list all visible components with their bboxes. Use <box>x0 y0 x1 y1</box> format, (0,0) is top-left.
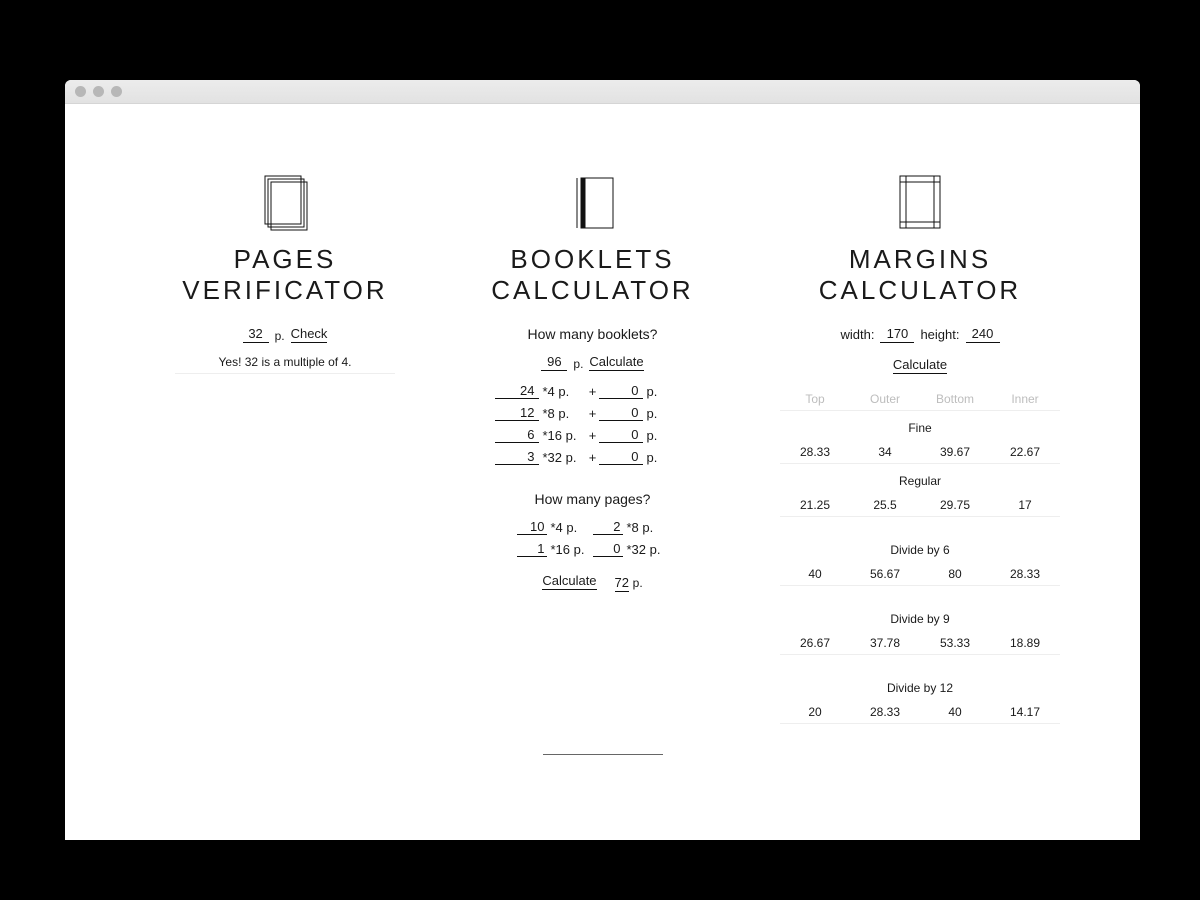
pages-n8-input[interactable]: 2 <box>593 519 623 535</box>
pages-check-button[interactable]: Check <box>291 326 328 343</box>
traffic-light-close[interactable] <box>75 86 86 97</box>
margins-title: MARGINS CALCULATOR <box>770 244 1070 306</box>
margins-width-label: width: <box>840 327 874 342</box>
margins-group-div9-row: 26.6737.7853.3318.89 <box>780 632 1060 655</box>
margins-icon <box>892 170 948 234</box>
booklets-row-32p: 3*32 p. + 0p. <box>443 449 743 465</box>
margins-group-fine-label: Fine <box>780 421 1060 435</box>
traffic-light-zoom[interactable] <box>111 86 122 97</box>
pages-calculate-button[interactable]: Calculate <box>542 573 596 590</box>
browser-window: PAGES VERIFICATOR 32 p. Check Yes! 32 is… <box>65 80 1140 840</box>
margins-table: Top Outer Bottom Inner Fine 28.333439.67… <box>780 388 1060 724</box>
booklets-row-16p: 6*16 p. + 0p. <box>443 427 743 443</box>
window-titlebar <box>65 80 1140 104</box>
booklets-calculator-panel: BOOKLETS CALCULATOR How many booklets? 9… <box>443 164 743 724</box>
pages-n32-input[interactable]: 0 <box>593 541 623 557</box>
margins-height-input[interactable]: 240 <box>966 326 1000 343</box>
pages-total-output: 72 <box>615 575 629 592</box>
margins-group-regular-label: Regular <box>780 474 1060 488</box>
pages-result: Yes! 32 is a multiple of 4. <box>175 351 395 374</box>
margins-group-regular-row: 21.2525.529.7517 <box>780 494 1060 517</box>
booklets-row-4p: 24*4 p. + 0p. <box>443 383 743 399</box>
page-content: PAGES VERIFICATOR 32 p. Check Yes! 32 is… <box>65 104 1140 724</box>
margins-width-input[interactable]: 170 <box>880 326 914 343</box>
margins-table-header: Top Outer Bottom Inner <box>780 388 1060 411</box>
margins-group-fine-row: 28.333439.6722.67 <box>780 441 1060 464</box>
margins-calculator-panel: MARGINS CALCULATOR width: 170 height: 24… <box>770 164 1070 724</box>
margins-group-div6-row: 4056.678028.33 <box>780 563 1060 586</box>
pages-verificator-panel: PAGES VERIFICATOR 32 p. Check Yes! 32 is… <box>155 164 415 724</box>
booklets-breakdown: 24*4 p. + 0p. 12*8 p. + 0p. 6*16 p. + 0p… <box>443 383 743 465</box>
booklet-icon <box>563 170 623 234</box>
margins-group-div12-label: Divide by 12 <box>780 681 1060 695</box>
margins-height-label: height: <box>920 327 959 342</box>
pages-title: PAGES VERIFICATOR <box>155 244 415 306</box>
traffic-light-minimize[interactable] <box>93 86 104 97</box>
pages-suffix: p. <box>275 329 285 343</box>
pages-n4-input[interactable]: 10 <box>517 519 547 535</box>
margins-group-div6-label: Divide by 6 <box>780 543 1060 557</box>
margins-calculate-button[interactable]: Calculate <box>893 357 947 374</box>
pages-stack-icon <box>255 170 315 234</box>
margins-group-div9-label: Divide by 9 <box>780 612 1060 626</box>
booklets-calculate-button[interactable]: Calculate <box>589 354 643 371</box>
booklets-question-2: How many pages? <box>443 491 743 507</box>
booklets-suffix: p. <box>573 357 583 371</box>
margins-group-div12-row: 2028.334014.17 <box>780 701 1060 724</box>
booklets-row-8p: 12*8 p. + 0p. <box>443 405 743 421</box>
pages-n16-input[interactable]: 1 <box>517 541 547 557</box>
pages-input[interactable]: 32 <box>243 326 269 343</box>
pages-inputs: 10*4 p. 2*8 p. 1*16 p. 0*32 p. <box>443 519 743 557</box>
section-divider <box>543 754 663 755</box>
booklets-title: BOOKLETS CALCULATOR <box>443 244 743 306</box>
booklets-pages-input[interactable]: 96 <box>541 354 567 371</box>
booklets-question-1: How many booklets? <box>443 326 743 342</box>
